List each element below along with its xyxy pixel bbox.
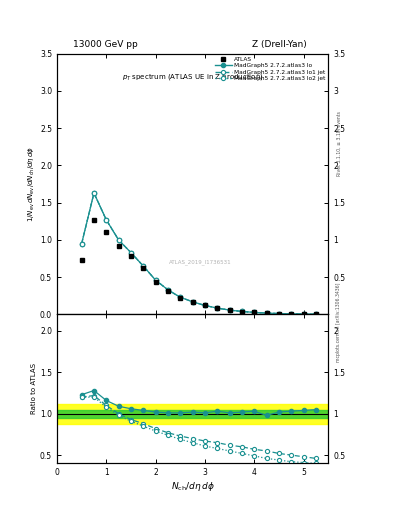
Y-axis label: Ratio to ATLAS: Ratio to ATLAS (31, 364, 37, 414)
Text: 13000 GeV pp: 13000 GeV pp (73, 39, 138, 49)
Text: Z (Drell-Yan): Z (Drell-Yan) (252, 39, 307, 49)
X-axis label: $N_{\rm ch}/d\eta\,d\phi$: $N_{\rm ch}/d\eta\,d\phi$ (171, 480, 215, 493)
Text: Rivet 3.1.10, ≥ 3.1M events: Rivet 3.1.10, ≥ 3.1M events (336, 111, 341, 176)
Y-axis label: $1/N_{\rm ev}\,dN_{\rm ev}/dN_{\rm ch}/d\eta\,d\phi$: $1/N_{\rm ev}\,dN_{\rm ev}/dN_{\rm ch}/d… (27, 146, 37, 222)
Legend: ATLAS, MadGraph5 2.7.2.atlas3 lo, MadGraph5 2.7.2.atlas3 lo1 jet, MadGraph5 2.7.: ATLAS, MadGraph5 2.7.2.atlas3 lo, MadGra… (213, 55, 327, 83)
Text: $p_T$ spectrum (ATLAS UE in Z production): $p_T$ spectrum (ATLAS UE in Z production… (122, 72, 263, 82)
Text: mcplots.cern.ch [arXiv:1306.3436]: mcplots.cern.ch [arXiv:1306.3436] (336, 283, 341, 362)
Text: ATLAS_2019_I1736531: ATLAS_2019_I1736531 (169, 260, 232, 265)
